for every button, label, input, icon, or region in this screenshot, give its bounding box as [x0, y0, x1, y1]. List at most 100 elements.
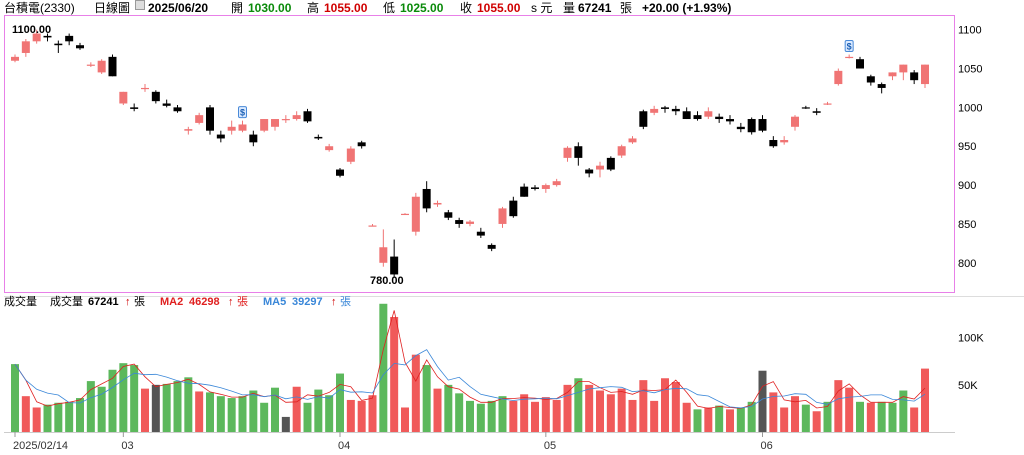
volume-bar [346, 399, 355, 432]
candle [455, 217, 464, 228]
volume-bar [325, 395, 334, 432]
volume-bar [227, 398, 236, 432]
candle-body [11, 56, 19, 61]
candle [671, 105, 680, 116]
volume-bar [758, 370, 767, 432]
candle-body [151, 91, 160, 102]
candle [726, 115, 734, 125]
volume-bar [119, 363, 128, 432]
volume-bar [249, 390, 258, 432]
candle-body [433, 202, 442, 205]
volume-label: 量 [563, 1, 576, 15]
volume-bar [141, 388, 149, 432]
candle [119, 91, 128, 106]
volume-panel-title: 成交量 [4, 294, 37, 308]
change-value: +20.00 (+1.93%) [642, 1, 732, 15]
candle-body [119, 91, 128, 104]
candle-body [921, 64, 929, 85]
price-tick-label: 1100 [958, 25, 982, 37]
ma5-value: 39297 [292, 296, 323, 308]
volume-bar [76, 398, 84, 432]
candle-body [281, 119, 290, 121]
candle [628, 136, 637, 144]
candle [76, 42, 84, 50]
dividend-marker-icon[interactable]: $ [238, 106, 247, 119]
volume-bar [682, 402, 691, 432]
candle-body [758, 119, 767, 131]
volume-bar [596, 390, 604, 432]
date-tick-label: 03 [121, 440, 133, 452]
volume-bar [54, 402, 63, 432]
price-tick-label: 1000 [958, 102, 982, 114]
candle-body [325, 146, 334, 151]
candle-body [552, 181, 561, 186]
candle-body [487, 244, 496, 249]
candle-body [704, 111, 713, 117]
candle [585, 167, 594, 178]
ma5-unit: 張 [340, 295, 351, 308]
volume-bar [476, 403, 485, 432]
volume-bar [206, 392, 214, 432]
candle [639, 109, 648, 130]
candle-body [834, 70, 843, 85]
candle [606, 156, 615, 172]
close-label: 收 [460, 1, 473, 15]
candle-body [596, 165, 604, 170]
volume-bar [195, 391, 204, 432]
volume-bar [487, 400, 496, 432]
date-tick-label: 06 [761, 440, 773, 452]
dividend-marker-icon[interactable]: $ [844, 40, 854, 53]
candle-body [466, 221, 474, 224]
candle-body [476, 231, 485, 236]
volume-bar [801, 404, 810, 432]
candle [271, 119, 279, 131]
volume-bar [65, 401, 74, 432]
volume-bar [726, 409, 734, 432]
low-label: 低 [383, 1, 396, 15]
volume-bar [845, 387, 854, 432]
volume-bar [606, 394, 615, 432]
candle [422, 181, 431, 213]
candle [704, 107, 713, 120]
currency-label: s 元 [531, 1, 553, 15]
candle-body [639, 111, 648, 127]
candle-body [86, 64, 95, 66]
candle-body [606, 157, 615, 170]
ma2-up-arrow-icon: ↑ [228, 296, 234, 308]
low-value: 1025.00 [400, 1, 444, 15]
volume-bar [357, 400, 366, 432]
volume-bar [639, 380, 648, 432]
volume-bar [531, 401, 539, 432]
volume-bar [281, 416, 290, 432]
candle [151, 90, 160, 104]
candle-body [271, 119, 279, 127]
volume-bar [466, 400, 474, 432]
volume-bar [379, 303, 388, 432]
volume-bar [238, 396, 247, 432]
candle-body [812, 111, 821, 113]
volume-bar [422, 365, 431, 432]
price-tick-label: 1050 [958, 64, 982, 76]
candle [693, 111, 702, 121]
candle [65, 33, 74, 46]
volume-bar [32, 407, 41, 432]
candle [444, 209, 453, 221]
date-tick-label: 04 [338, 440, 350, 452]
candle-body [520, 186, 529, 197]
volume-unit: 張 [620, 1, 633, 15]
volume-bar [108, 369, 117, 432]
candle [184, 126, 193, 135]
candle-body [736, 126, 745, 130]
ma2-unit: 張 [237, 295, 248, 308]
candle-body [541, 185, 550, 189]
candle [325, 143, 334, 152]
volume-bar [823, 401, 832, 432]
quote-header: 台積電(2330) 日線圖 2025/06/20 開 1030.00 高 105… [0, 0, 1024, 16]
date-axis: 2025/02/14 03 04 05 06 [13, 432, 773, 452]
candle [292, 111, 301, 121]
volume-bar [888, 402, 897, 432]
candle-body [314, 136, 323, 139]
candle-body [216, 134, 225, 139]
volume-bar [856, 401, 864, 432]
candle [769, 136, 778, 148]
